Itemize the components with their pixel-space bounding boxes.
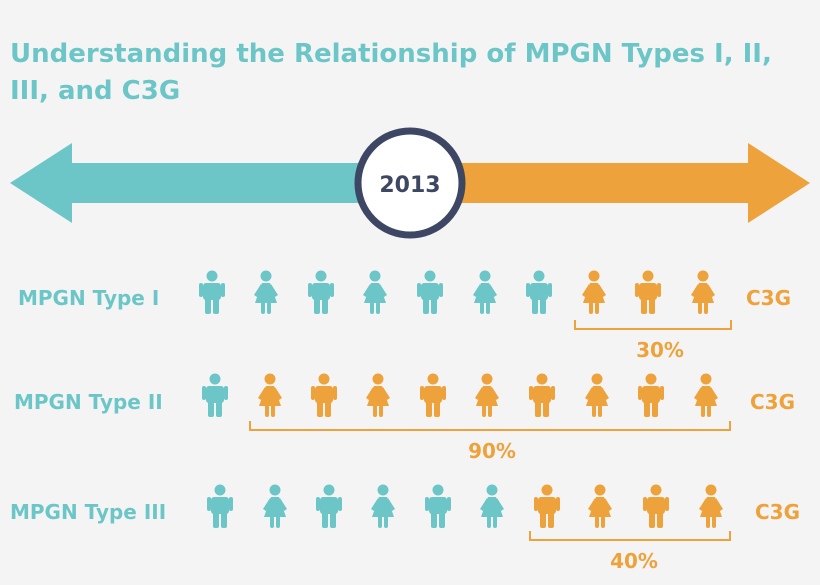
person-male-mpgn-icon — [423, 484, 453, 530]
person-male-c3g-icon — [532, 484, 562, 530]
person-male-c3g-icon — [641, 484, 671, 530]
row-label-type-iii: MPGN Type III — [10, 500, 167, 524]
c3g-label-row-1: C3G — [746, 286, 792, 310]
person-female-c3g-icon — [255, 373, 285, 419]
bracket-row-3 — [529, 531, 731, 541]
row-label-type-ii: MPGN Type II — [14, 390, 163, 414]
person-female-c3g-icon — [688, 270, 718, 316]
person-male-mpgn-icon — [200, 373, 230, 419]
person-female-c3g-icon — [691, 373, 721, 419]
person-female-mpgn-icon — [251, 270, 281, 316]
c3g-label-row-3: C3G — [755, 500, 801, 524]
person-female-mpgn-icon — [260, 484, 290, 530]
person-male-mpgn-icon — [415, 270, 445, 316]
person-female-mpgn-icon — [477, 484, 507, 530]
left-arrow — [10, 143, 410, 223]
person-female-mpgn-icon — [368, 484, 398, 530]
right-arrow — [410, 143, 810, 223]
bracket-row-2 — [249, 421, 731, 431]
person-male-mpgn-icon — [524, 270, 554, 316]
person-female-c3g-icon — [472, 373, 502, 419]
person-female-c3g-icon — [585, 484, 615, 530]
person-male-mpgn-icon — [306, 270, 336, 316]
person-male-mpgn-icon — [205, 484, 235, 530]
year-label: 2013 — [379, 173, 440, 198]
row-label-type-i: MPGN Type I — [18, 286, 160, 310]
page-title: Understanding the Relationship of MPGN T… — [10, 39, 772, 106]
c3g-label-row-2: C3G — [750, 390, 796, 414]
person-female-c3g-icon — [579, 270, 609, 316]
person-male-c3g-icon — [527, 373, 557, 419]
person-male-c3g-icon — [633, 270, 663, 316]
person-female-c3g-icon — [363, 373, 393, 419]
person-female-mpgn-icon — [470, 270, 500, 316]
person-female-mpgn-icon — [360, 270, 390, 316]
person-male-c3g-icon — [418, 373, 448, 419]
person-male-mpgn-icon — [197, 270, 227, 316]
person-female-c3g-icon — [582, 373, 612, 419]
percent-row-2: 90% — [468, 439, 516, 463]
percent-row-1: 30% — [636, 338, 684, 362]
person-female-c3g-icon — [696, 484, 726, 530]
person-male-mpgn-icon — [314, 484, 344, 530]
year-circle — [354, 127, 466, 239]
percent-row-3: 40% — [610, 549, 658, 573]
person-male-c3g-icon — [636, 373, 666, 419]
timeline: 2013 — [10, 127, 810, 239]
person-male-c3g-icon — [309, 373, 339, 419]
bracket-row-1 — [574, 320, 732, 330]
